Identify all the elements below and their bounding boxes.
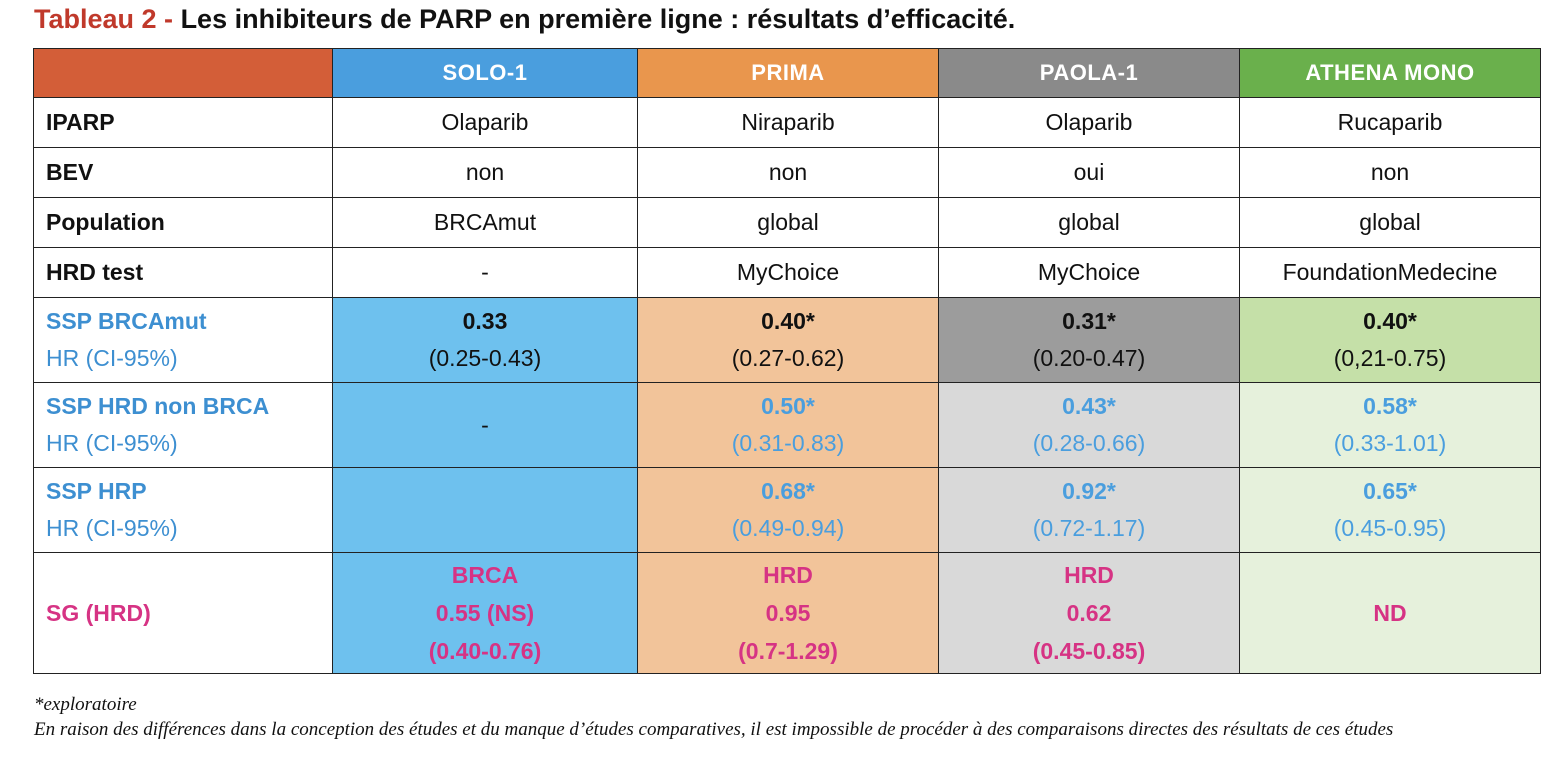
row-label-main: SSP BRCAmut [46, 308, 207, 334]
cell-population-prima: global [637, 197, 939, 248]
cell-sg-solo1: BRCA 0.55 (NS) (0.40-0.76) [332, 552, 638, 674]
confidence-interval: (0.31-0.83) [731, 430, 845, 456]
hazard-ratio: 0.40* [1363, 308, 1417, 334]
footnote-exploratory: *exploratoire [34, 694, 137, 715]
table-row-sg-hrd: SG (HRD) BRCA 0.55 (NS) (0.40-0.76) HRD … [33, 552, 1541, 674]
cell-ssp-brcamut-solo1: 0.33 (0.25-0.43) [332, 297, 638, 383]
confidence-interval: (0.28-0.66) [1032, 430, 1146, 456]
table-row-population: Population BRCAmut global global global [33, 197, 1541, 248]
cell-hrd-test-athena: FoundationMedecine [1239, 247, 1541, 298]
cell-iparp-prima: Niraparib [637, 97, 939, 148]
table-caption: Les inhibiteurs de PARP en première lign… [180, 4, 1016, 34]
cell-ssp-hrp-solo1 [332, 467, 638, 553]
row-label-iparp: IPARP [33, 97, 333, 148]
confidence-interval: (0.20-0.47) [1032, 345, 1146, 371]
cell-population-athena: global [1239, 197, 1541, 248]
sg-subgroup: BRCA [451, 562, 519, 588]
hazard-ratio: 0.40* [761, 308, 815, 334]
row-label-population: Population [33, 197, 333, 248]
cell-hrd-test-paola1: MyChoice [938, 247, 1240, 298]
confidence-interval: (0.27-0.62) [731, 345, 845, 371]
sg-subgroup: HRD [763, 562, 813, 588]
row-label-hrd-test: HRD test [33, 247, 333, 298]
row-label-main: SSP HRD non BRCA [46, 393, 270, 419]
hazard-ratio: 0.33 [462, 308, 508, 334]
cell-sg-prima: HRD 0.95 (0.7-1.29) [637, 552, 939, 674]
header-solo1: SOLO-1 [332, 48, 638, 98]
cell-iparp-paola1: Olaparib [938, 97, 1240, 148]
cell-ssp-hrp-paola1: 0.92* (0.72-1.17) [938, 467, 1240, 553]
cell-ssp-hrd-non-brca-paola1: 0.43* (0.28-0.66) [938, 382, 1240, 468]
confidence-interval: (0.72-1.17) [1032, 515, 1146, 541]
row-label-sub: HR (CI-95%) [46, 515, 178, 541]
cell-bev-solo1: non [332, 147, 638, 198]
row-label-main: SSP HRP [46, 478, 147, 504]
cell-ssp-hrd-non-brca-prima: 0.50* (0.31-0.83) [637, 382, 939, 468]
sg-subgroup: ND [1373, 600, 1407, 626]
cell-ssp-brcamut-athena: 0.40* (0,21-0.75) [1239, 297, 1541, 383]
cell-ssp-hrp-athena: 0.65* (0.45-0.95) [1239, 467, 1541, 553]
row-label-sub: HR (CI-95%) [46, 345, 178, 371]
cell-ssp-hrd-non-brca-athena: 0.58* (0.33-1.01) [1239, 382, 1541, 468]
confidence-interval: (0.25-0.43) [428, 345, 542, 371]
cell-iparp-solo1: Olaparib [332, 97, 638, 148]
header-paola1: PAOLA-1 [938, 48, 1240, 98]
row-label-sg-hrd: SG (HRD) [33, 552, 333, 674]
sg-hazard-ratio: 0.55 (NS) [435, 600, 535, 626]
cell-hrd-test-prima: MyChoice [637, 247, 939, 298]
cell-population-solo1: BRCAmut [332, 197, 638, 248]
cell-sg-athena: ND [1239, 552, 1541, 674]
table-row-ssp-hrd-non-brca: SSP HRD non BRCA HR (CI-95%) - 0.50* (0.… [33, 382, 1541, 468]
cell-bev-paola1: oui [938, 147, 1240, 198]
hazard-ratio: 0.92* [1062, 478, 1116, 504]
cell-bev-athena: non [1239, 147, 1541, 198]
cell-hrd-test-solo1: - [332, 247, 638, 298]
hazard-ratio: 0.50* [761, 393, 815, 419]
confidence-interval: (0.49-0.94) [731, 515, 845, 541]
sg-confidence-interval: (0.45-0.85) [1032, 638, 1146, 664]
hazard-ratio: 0.68* [761, 478, 815, 504]
cell-ssp-hrd-non-brca-solo1: - [332, 382, 638, 468]
hazard-ratio: 0.58* [1363, 393, 1417, 419]
sg-subgroup: HRD [1064, 562, 1114, 588]
header-corner-cell [33, 48, 333, 98]
cell-population-paola1: global [938, 197, 1240, 248]
confidence-interval: (0,21-0.75) [1333, 345, 1447, 371]
cell-ssp-brcamut-paola1: 0.31* (0.20-0.47) [938, 297, 1240, 383]
table-row-iparp: IPARP Olaparib Niraparib Olaparib Rucapa… [33, 97, 1541, 148]
cell-bev-prima: non [637, 147, 939, 198]
header-row: SOLO-1 PRIMA PAOLA-1 ATHENA MONO [33, 48, 1541, 98]
hazard-ratio: 0.31* [1062, 308, 1116, 334]
cell-ssp-hrp-prima: 0.68* (0.49-0.94) [637, 467, 939, 553]
footnote-disclaimer: En raison des différences dans la concep… [34, 719, 1394, 740]
sg-confidence-interval: (0.7-1.29) [738, 638, 838, 664]
sg-confidence-interval: (0.40-0.76) [428, 638, 542, 664]
table-row-ssp-brcamut: SSP BRCAmut HR (CI-95%) 0.33 (0.25-0.43)… [33, 297, 1541, 383]
cell-iparp-athena: Rucaparib [1239, 97, 1541, 148]
row-label-ssp-brcamut: SSP BRCAmut HR (CI-95%) [33, 297, 333, 383]
cell-ssp-brcamut-prima: 0.40* (0.27-0.62) [637, 297, 939, 383]
table-number: Tableau 2 - [34, 4, 174, 34]
row-label-ssp-hrd-non-brca: SSP HRD non BRCA HR (CI-95%) [33, 382, 333, 468]
confidence-interval: (0.33-1.01) [1333, 430, 1447, 456]
parp-efficacy-table: SOLO-1 PRIMA PAOLA-1 ATHENA MONO IPARP O… [33, 48, 1541, 674]
table-row-bev: BEV non non oui non [33, 147, 1541, 198]
sg-hazard-ratio: 0.62 [1066, 600, 1112, 626]
row-label-sub: HR (CI-95%) [46, 430, 178, 456]
row-label-bev: BEV [33, 147, 333, 198]
hazard-ratio: 0.43* [1062, 393, 1116, 419]
cell-sg-paola1: HRD 0.62 (0.45-0.85) [938, 552, 1240, 674]
sg-hazard-ratio: 0.95 [765, 600, 811, 626]
hazard-ratio: 0.65* [1363, 478, 1417, 504]
header-prima: PRIMA [637, 48, 939, 98]
header-athena-mono: ATHENA MONO [1239, 48, 1541, 98]
table-row-ssp-hrp: SSP HRP HR (CI-95%) 0.68* (0.49-0.94) 0.… [33, 467, 1541, 553]
row-label-ssp-hrp: SSP HRP HR (CI-95%) [33, 467, 333, 553]
confidence-interval: (0.45-0.95) [1333, 515, 1447, 541]
table-title: Tableau 2 - Les inhibiteurs de PARP en p… [34, 4, 1015, 38]
table-row-hrd-test: HRD test - MyChoice MyChoice FoundationM… [33, 247, 1541, 298]
